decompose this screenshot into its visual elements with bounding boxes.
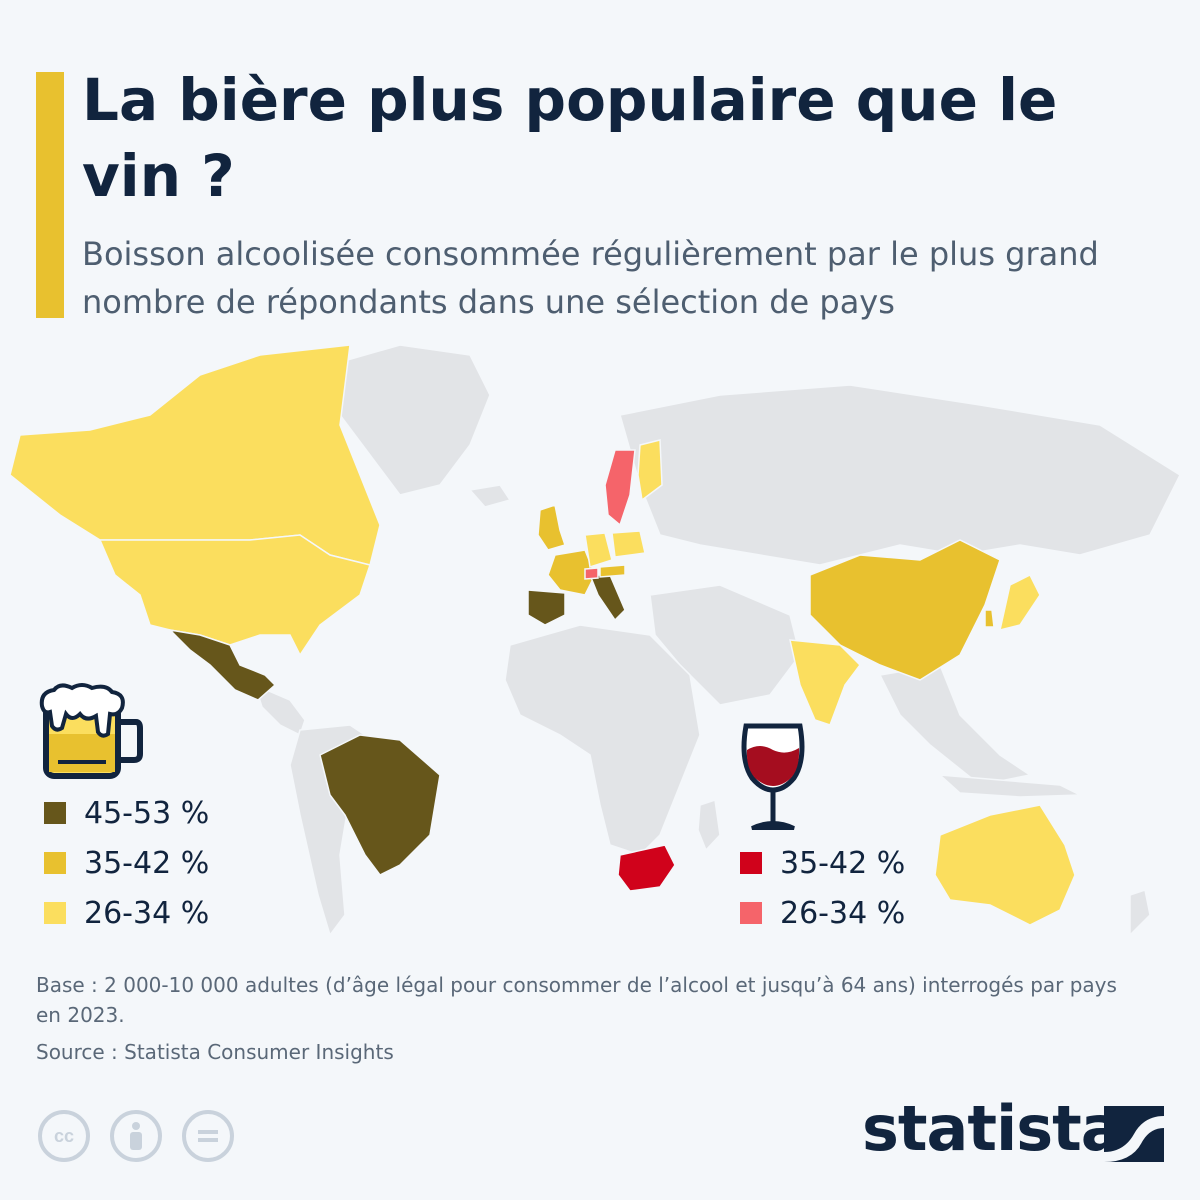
license-icons: cc bbox=[38, 1110, 234, 1162]
map-country-mexico bbox=[167, 628, 277, 701]
beer-legend: 45-53 % 35-42 % 26-34 % bbox=[44, 788, 209, 938]
legend-item: 45-53 % bbox=[44, 788, 209, 838]
cc-icon[interactable]: cc bbox=[38, 1110, 90, 1162]
legend-swatch bbox=[44, 852, 66, 874]
map-country-middle-east bbox=[649, 584, 801, 706]
footnote: Base : 2 000-10 000 adultes (d’âge légal… bbox=[36, 973, 1117, 1027]
map-country-indonesia bbox=[937, 774, 1081, 798]
map-country-eurasia-rest bbox=[619, 384, 1181, 566]
map-country-madagascar bbox=[697, 799, 721, 852]
legend-item: 26-34 % bbox=[740, 888, 905, 938]
map-country-africa-rest bbox=[504, 624, 701, 856]
map-country-austria bbox=[599, 564, 626, 578]
map-country-united-kingdom bbox=[537, 504, 566, 551]
no-derivatives-icon[interactable] bbox=[182, 1110, 234, 1162]
legend-swatch bbox=[44, 802, 66, 824]
legend-label: 26-34 % bbox=[84, 895, 210, 931]
highlighted-countries bbox=[9, 344, 1076, 926]
map-country-south-korea bbox=[984, 609, 995, 628]
map-country-canada bbox=[9, 344, 381, 566]
map-country-italy bbox=[588, 574, 626, 622]
map-country-southeast-asia bbox=[878, 664, 1032, 786]
map-country-spain bbox=[527, 589, 566, 626]
map-country-switzerland bbox=[584, 567, 599, 580]
map-country-united-states bbox=[98, 534, 371, 657]
map-country-poland bbox=[611, 530, 646, 558]
map-country-japan bbox=[999, 573, 1041, 632]
legend-label: 35-42 % bbox=[84, 845, 210, 881]
legend-label: 45-53 % bbox=[84, 795, 210, 831]
legend-label: 26-34 % bbox=[780, 895, 906, 931]
map-country-australia bbox=[934, 804, 1076, 926]
wine-legend: 35-42 % 26-34 % bbox=[740, 838, 905, 938]
map-country-finland bbox=[637, 439, 663, 502]
map-country-china bbox=[809, 539, 1001, 681]
map-country-new-zealand bbox=[1129, 889, 1151, 937]
beer-mug-icon bbox=[39, 683, 143, 779]
page-title: La bière plus populaire que le vin ? bbox=[82, 66, 1058, 210]
legend-item: 26-34 % bbox=[44, 888, 209, 938]
map-country-greenland bbox=[329, 344, 491, 496]
legend-item: 35-42 % bbox=[740, 838, 905, 888]
map-country-france bbox=[547, 549, 596, 596]
source-note: Source : Statista Consumer Insights bbox=[36, 1040, 394, 1064]
legend-item: 35-42 % bbox=[44, 838, 209, 888]
world-map bbox=[9, 344, 1181, 937]
legend-swatch bbox=[740, 852, 762, 874]
map-country-brazil bbox=[319, 734, 441, 876]
map-country-india bbox=[789, 639, 861, 726]
map-country-sweden bbox=[604, 449, 636, 527]
land-base bbox=[253, 344, 1181, 937]
page-subtitle: Boisson alcoolisée consommée régulièreme… bbox=[82, 235, 1099, 321]
map-country-south-africa bbox=[617, 844, 676, 892]
title-accent-bar bbox=[36, 72, 64, 318]
legend-swatch bbox=[740, 902, 762, 924]
wine-glass-icon bbox=[741, 723, 805, 830]
attribution-icon[interactable] bbox=[110, 1110, 162, 1162]
statista-logo-text[interactable]: statista bbox=[862, 1092, 1123, 1165]
map-country-iceland bbox=[468, 484, 512, 508]
map-country-germany bbox=[584, 532, 613, 568]
legend-label: 35-42 % bbox=[780, 845, 906, 881]
statista-logo-icon[interactable] bbox=[1104, 1106, 1164, 1162]
legend-swatch bbox=[44, 902, 66, 924]
